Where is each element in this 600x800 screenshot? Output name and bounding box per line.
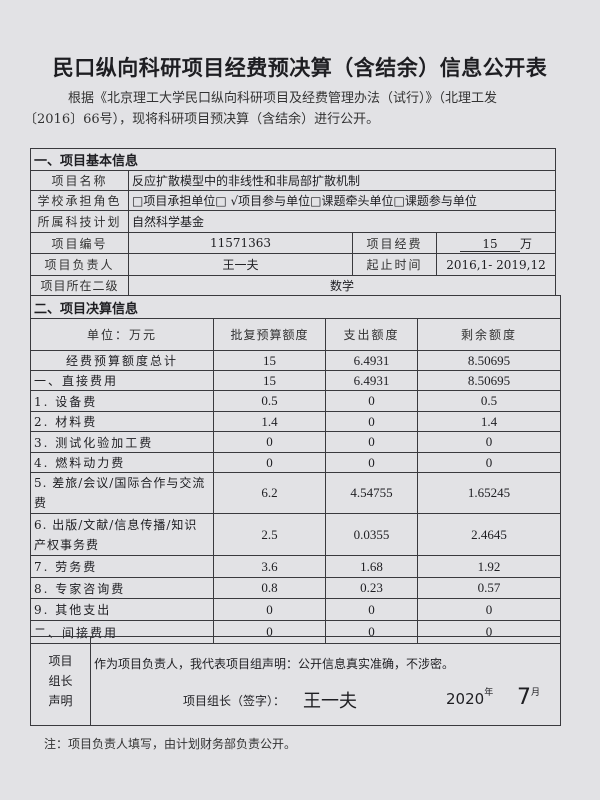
remaining-amount: 1.65245 [416,472,562,514]
header-unit: 单位：万元 [30,318,214,351]
year-unit: 年 [484,688,494,698]
remaining-amount: 8.50695 [416,350,562,371]
remaining-amount: 0 [416,452,562,473]
budget-row: 经费预算额度总计 15 6.4931 8.50695 [30,350,562,371]
declaration-label: 项目组长声明 [30,636,91,726]
spent-amount: 0.23 [325,577,418,599]
budget-row: 1. 设备费 0.5 0 0.5 [30,390,562,412]
budget-table: 二、项目决算信息 单位：万元 批复预算额度 支出额度 剩余额度 经费预算额度总计… [29,295,562,644]
sign-label: 项目组长（签字）： [183,694,286,708]
project-name-label: 项目名称 [30,170,129,191]
funding-unit: 万 [520,236,533,251]
approved-amount: 0.8 [213,577,326,599]
budget-row: 2. 材料费 1.4 0 1.4 [30,411,562,432]
spent-amount: 0 [325,598,418,621]
role-options: □项目承担单位□ √项目参与单位□课题牵头单位□课题参与单位 [127,190,557,211]
budget-item: 经费预算额度总计 [30,350,214,371]
spent-amount: 0 [325,452,418,473]
budget-row: 4. 燃料动力费 0 0 0 [30,452,562,473]
budget-item: 3. 测试化验加工费 [30,431,214,453]
remaining-amount: 0 [416,431,562,453]
footnote: 注：项目负责人填写，由计划财务部负责公开。 [44,737,297,751]
approved-amount: 0.5 [213,390,326,412]
declaration-statement: 作为项目负责人，我代表项目组声明：公开信息真实准确，不涉密。 [94,657,455,671]
leader-label: 项目负责人 [30,253,129,276]
budget-item: 8. 专家咨询费 [30,577,214,599]
budget-row: 6. 出版/文献/信息传播/知识产权事务费 2.5 0.0355 2.4645 [30,513,562,556]
section-basic-info: 一、项目基本信息 [29,148,557,171]
remaining-amount: 0 [416,598,562,621]
period-label: 起止时间 [352,253,437,276]
budget-row: 5. 差旅/会议/国际合作与交流费 6.2 4.54755 1.65245 [30,472,562,514]
approved-amount: 15 [213,370,326,391]
budget-row: 7. 劳务费 3.6 1.68 1.92 [30,555,562,578]
approved-amount: 2.5 [213,513,326,556]
signature: 王一夫 [303,691,357,712]
intro-text: 根据《北京理工大学民口纵向科研项目及经费管理办法（试行）》（北理工发 〔2016… [24,88,566,130]
budget-item: 9. 其他支出 [30,598,214,621]
budget-row: 8. 专家咨询费 0.8 0.23 0.57 [30,577,562,599]
spent-amount: 0 [325,431,418,453]
spent-amount: 6.4931 [325,350,418,371]
declaration-table: 项目组长声明 作为项目负责人，我代表项目组声明：公开信息真实准确，不涉密。 项目… [30,636,561,726]
funding-label: 项目经费 [352,232,437,254]
leader: 王一夫 [128,253,353,276]
remaining-amount: 2.4645 [416,513,562,556]
intro-line-1: 根据《北京理工大学民口纵向科研项目及经费管理办法（试行）》（北理工发 [68,91,498,106]
section-budget: 二、项目决算信息 [29,295,562,319]
approved-amount: 0 [213,431,326,453]
sign-date: 2020年 7月 7日 [446,685,560,710]
project-number: 11571363 [128,232,353,254]
budget-row: 一、直接费用 15 6.4931 8.50695 [30,370,562,391]
page-title: 民口纵向科研项目经费预决算（含结余）信息公开表 [52,56,548,80]
remaining-amount: 0.57 [416,577,562,599]
approved-amount: 0 [213,452,326,473]
budget-item: 4. 燃料动力费 [30,452,214,473]
remaining-amount: 0.5 [416,390,562,412]
budget-item: 一、直接费用 [30,370,214,391]
sign-month: 7 [517,685,532,710]
number-label: 项目编号 [30,232,129,254]
basic-info-table: 一、项目基本信息 项目名称 反应扩散模型中的非线性和非局部扩散机制 学校承担角色 □… [29,148,557,296]
remaining-amount: 1.4 [416,411,562,432]
month-unit: 月 [531,688,541,698]
spent-amount: 0 [325,411,418,432]
role-label: 学校承担角色 [30,190,129,211]
budget-item: 1. 设备费 [30,390,214,412]
approved-amount: 3.6 [213,555,326,578]
dept: 数学 [127,275,557,296]
dept-label: 项目所在二级 [30,275,129,296]
header-remaining: 剩余额度 [416,318,562,351]
approved-amount: 1.4 [213,411,326,432]
period: 2016,1- 2019,12 [435,253,557,276]
spent-amount: 0.0355 [325,513,418,556]
plan: 自然科学基金 [127,210,557,233]
remaining-amount: 8.50695 [416,370,562,391]
spent-amount: 6.4931 [325,370,418,391]
plan-label: 所属科技计划 [30,210,129,233]
spent-amount: 1.68 [325,555,418,578]
funding-value: 15 [460,237,520,252]
header-approved: 批复预算额度 [213,318,326,351]
approved-amount: 15 [213,350,326,371]
budget-item: 2. 材料费 [30,411,214,432]
approved-amount: 6.2 [213,472,326,514]
spent-amount: 0 [325,390,418,412]
budget-row: 3. 测试化验加工费 0 0 0 [30,431,562,453]
budget-item: 5. 差旅/会议/国际合作与交流费 [30,472,214,514]
spent-amount: 4.54755 [325,472,418,514]
remaining-amount: 1.92 [416,555,562,578]
budget-item: 6. 出版/文献/信息传播/知识产权事务费 [30,513,214,556]
sign-year: 2020 [446,690,485,708]
budget-item: 7. 劳务费 [30,555,214,578]
funding-cell: 15 万 [435,232,557,254]
intro-line-2: 〔2016〕66号），现将科研项目预决算（含结余）进行公开。 [24,112,380,127]
header-spent: 支出额度 [325,318,418,351]
project-name: 反应扩散模型中的非线性和非局部扩散机制 [127,170,557,191]
approved-amount: 0 [213,598,326,621]
budget-row: 9. 其他支出 0 0 0 [30,598,562,621]
